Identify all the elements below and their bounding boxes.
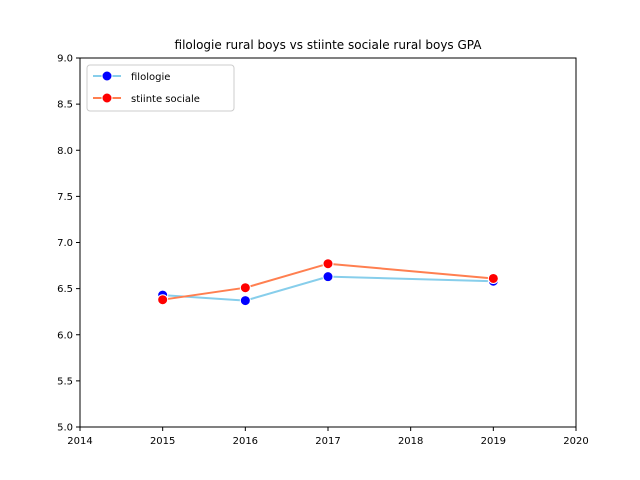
data-point (239, 295, 251, 307)
data-point (487, 272, 499, 284)
legend-box (86, 64, 235, 112)
x-tick-label: 2018 (398, 436, 423, 447)
x-tick-label: 2016 (233, 436, 258, 447)
y-tick-label: 8.0 (57, 146, 73, 157)
data-point (157, 294, 169, 306)
chart-title: filologie rural boys vs stiinte sociale … (175, 38, 483, 52)
x-tick-label: 2017 (315, 436, 340, 447)
legend: filologie stiinte sociale (86, 64, 235, 112)
y-tick-label: 8.5 (57, 100, 73, 111)
plot-area: 2014 2015 2016 2017 2018 2019 2020 5.0 5.5 6.0 6.5… (57, 54, 589, 448)
data-point (239, 282, 251, 294)
y-tick-label: 5.0 (57, 423, 73, 434)
legend-marker (101, 92, 113, 104)
y-tick-label: 6.5 (57, 284, 73, 295)
legend-marker (101, 70, 113, 82)
legend-label: stiinte sociale (131, 94, 200, 105)
series-group (157, 258, 499, 307)
series-line-0 (162, 275, 494, 302)
x-tick-label: 2014 (67, 436, 92, 447)
series-line-1 (162, 262, 494, 301)
data-point (322, 271, 334, 283)
legend-label: filologie (131, 72, 170, 83)
x-tick-label: 2019 (481, 436, 506, 447)
y-tick-label: 7.5 (57, 192, 73, 203)
y-tick-label: 9.0 (57, 54, 73, 65)
y-tick-label: 5.5 (57, 376, 73, 387)
data-point (322, 258, 334, 270)
x-tick-label: 2020 (563, 436, 588, 447)
x-tick-label: 2015 (150, 436, 175, 447)
y-tick-label: 6.0 (57, 330, 73, 341)
y-tick-label: 7.0 (57, 238, 73, 249)
